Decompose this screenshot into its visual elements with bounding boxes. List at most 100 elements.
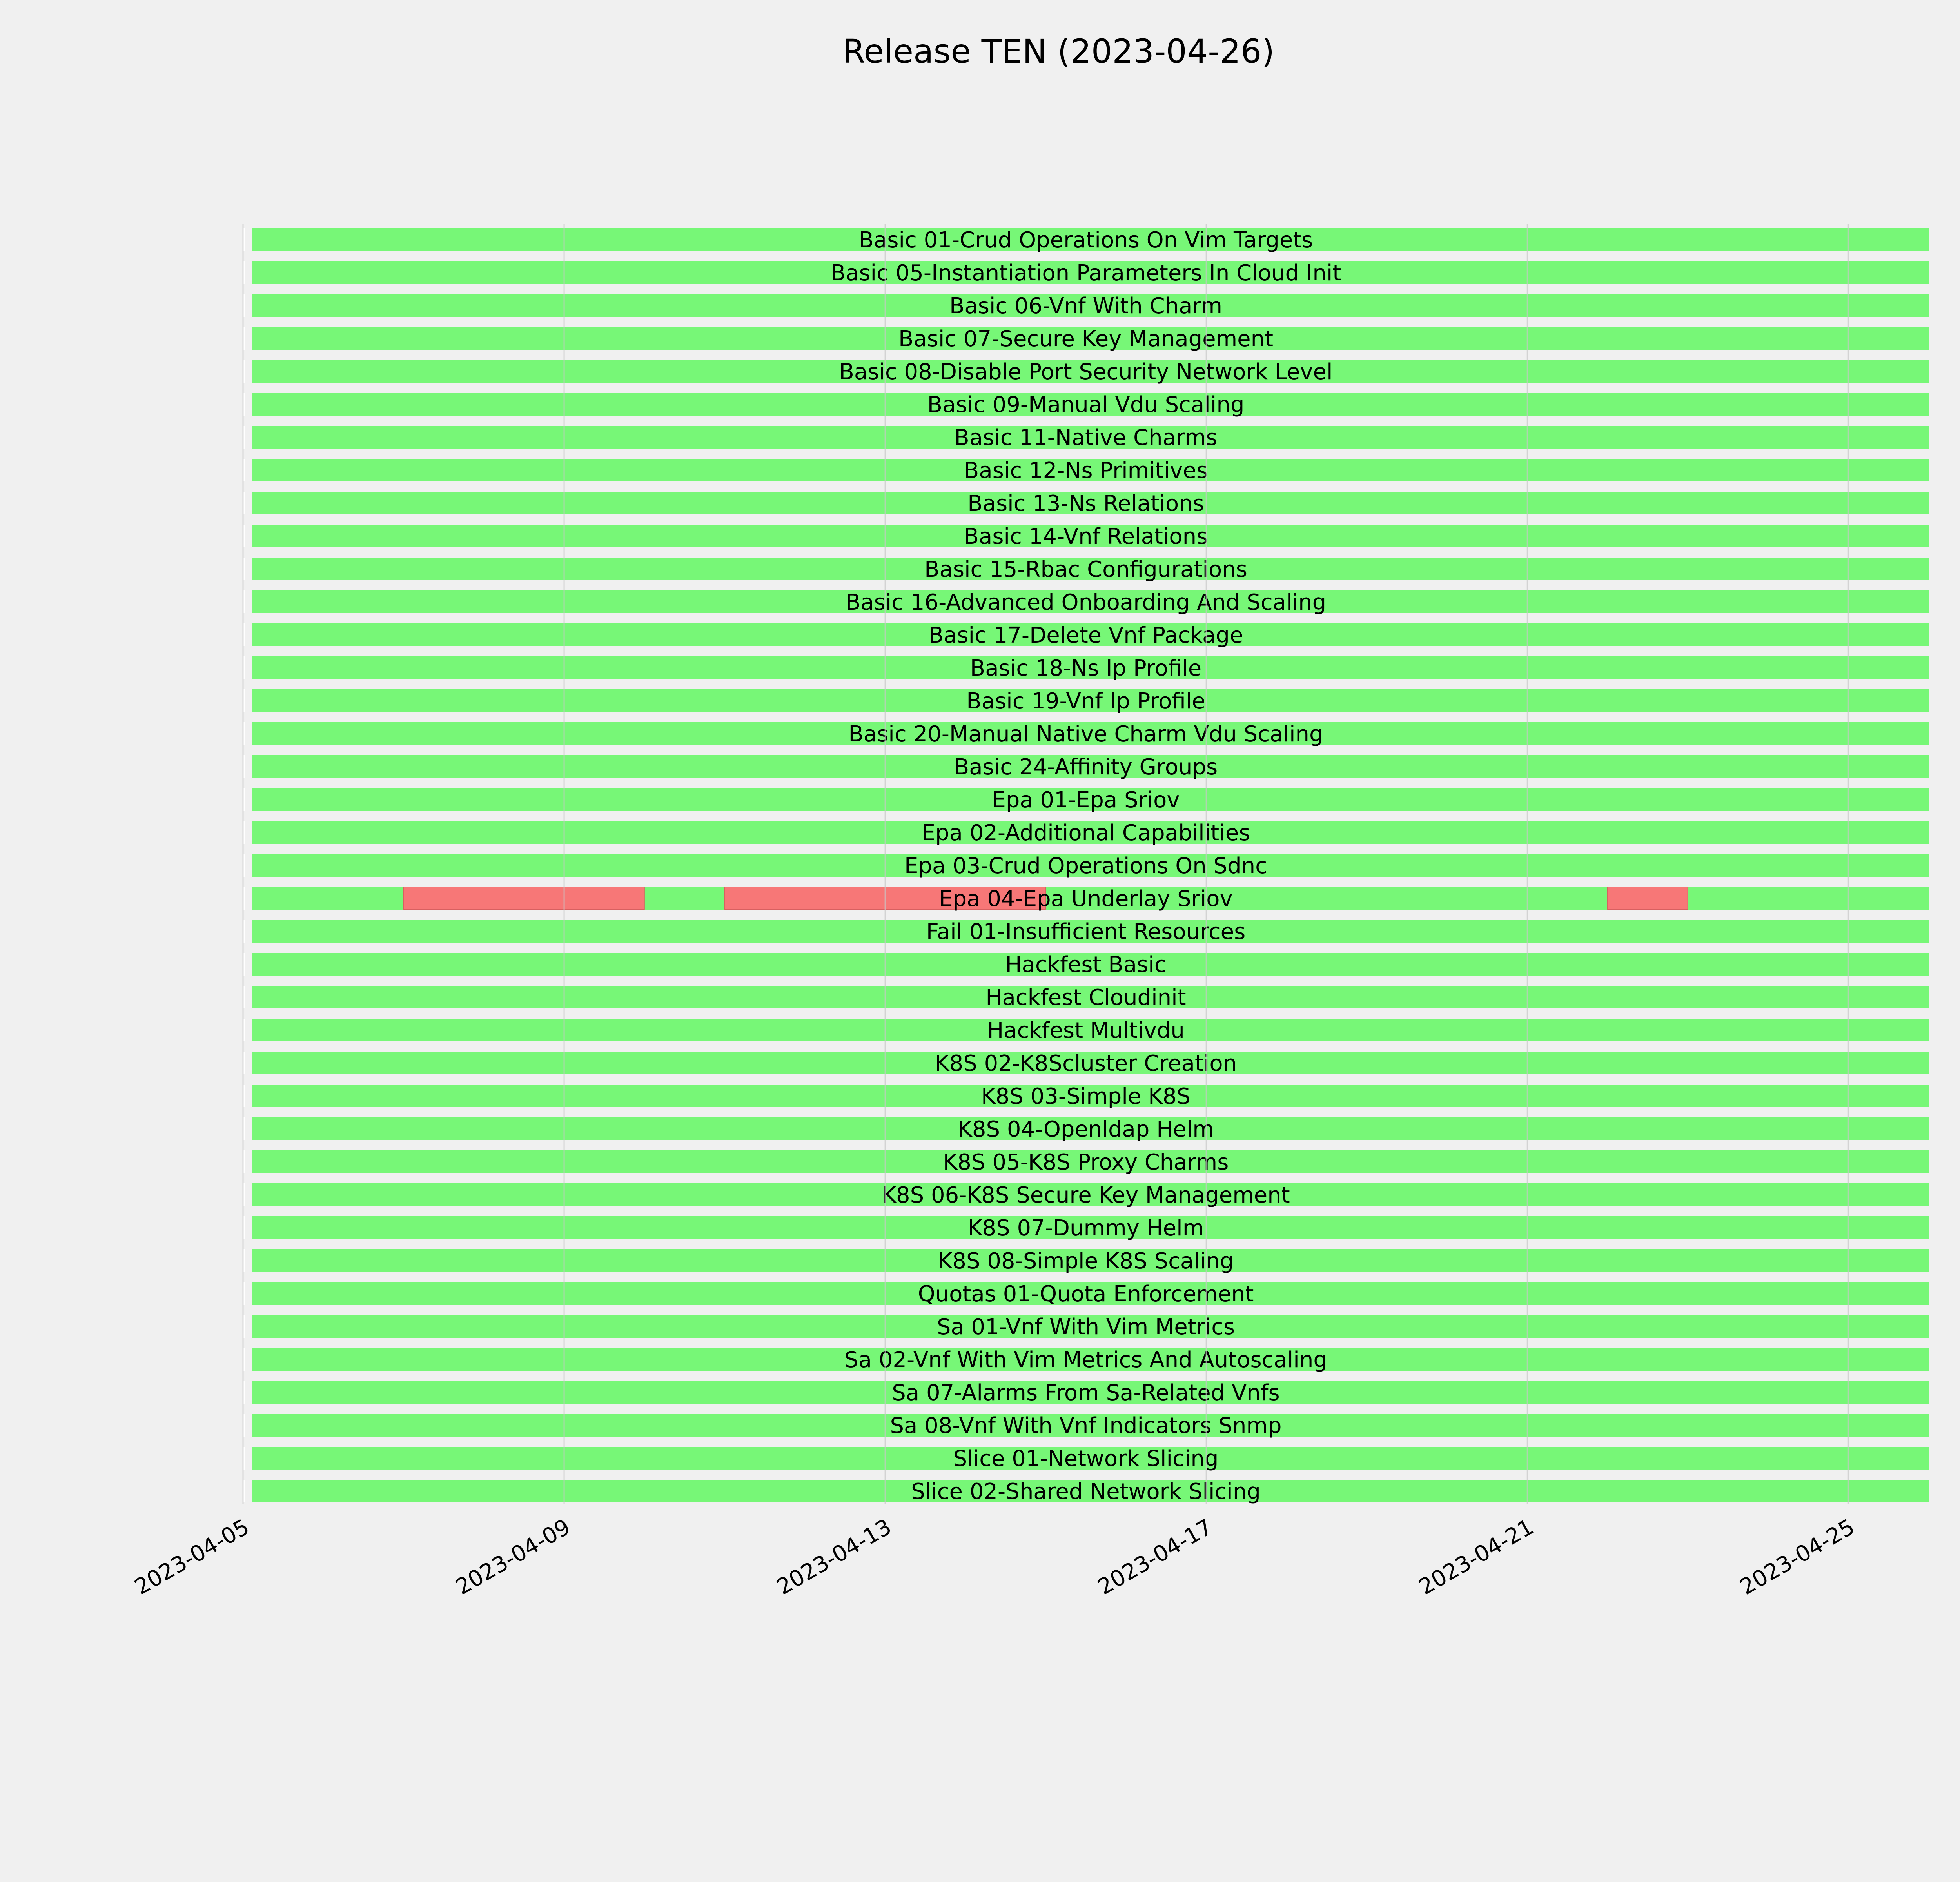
test-row: Basic 19-Vnf Ip Profile: [243, 688, 1929, 714]
test-row: K8S 08-Simple K8S Scaling: [243, 1248, 1929, 1274]
pass-bar: [252, 1480, 1929, 1502]
test-name-label: Quotas 01-Quota Enforcement: [918, 1281, 1254, 1307]
test-row: Epa 02-Additional Capabilities: [243, 820, 1929, 846]
x-tick-label: 2023-04-21: [1415, 1514, 1538, 1600]
test-name-label: K8S 06-K8S Secure Key Management: [882, 1183, 1290, 1208]
test-row: Basic 05-Instantiation Parameters In Clo…: [243, 260, 1929, 286]
row-start-marker: [243, 1216, 245, 1239]
x-tick-label: 2023-04-05: [131, 1514, 254, 1600]
test-row: Sa 01-Vnf With Vim Metrics: [243, 1314, 1929, 1340]
pass-bar: [252, 1150, 1929, 1173]
row-start-marker: [243, 1480, 245, 1502]
row-start-marker: [243, 920, 245, 943]
fail-bar: [403, 887, 645, 910]
test-row: Basic 17-Delete Vnf Package: [243, 623, 1929, 648]
test-name-label: Hackfest Cloudinit: [985, 985, 1186, 1010]
test-name-label: Basic 11-Native Charms: [954, 425, 1217, 451]
test-row: Basic 15-Rbac Configurations: [243, 557, 1929, 582]
row-start-marker: [243, 623, 245, 646]
row-start-marker: [243, 953, 245, 976]
test-name-label: K8S 04-Openldap Helm: [958, 1117, 1214, 1142]
pass-bar: [252, 1447, 1929, 1470]
test-name-label: Basic 12-Ns Primitives: [964, 458, 1208, 483]
test-row: Basic 11-Native Charms: [243, 425, 1929, 451]
pass-bar: [252, 755, 1929, 778]
test-row: Basic 09-Manual Vdu Scaling: [243, 392, 1929, 418]
test-row: Epa 03-Crud Operations On Sdnc: [243, 853, 1929, 879]
row-start-marker: [243, 1381, 245, 1404]
row-start-marker: [243, 525, 245, 547]
row-start-marker: [243, 854, 245, 877]
test-name-label: Basic 19-Vnf Ip Profile: [966, 688, 1205, 714]
row-start-marker: [243, 1249, 245, 1272]
pass-bar: [252, 492, 1929, 514]
x-tick-label: 2023-04-09: [452, 1514, 575, 1600]
row-start-marker: [243, 294, 245, 317]
test-row: Basic 20-Manual Native Charm Vdu Scaling: [243, 721, 1929, 747]
test-name-label: Basic 20-Manual Native Charm Vdu Scaling: [848, 721, 1323, 747]
pass-bar: [252, 1282, 1929, 1305]
test-name-label: Basic 05-Instantiation Parameters In Clo…: [831, 260, 1341, 286]
row-start-marker: [243, 1052, 245, 1074]
grid-lines: [242, 224, 1849, 1504]
test-name-label: Epa 02-Additional Capabilities: [922, 820, 1250, 846]
pass-bar: [252, 590, 1929, 613]
pass-bar: [252, 854, 1929, 877]
test-name-label: Basic 09-Manual Vdu Scaling: [927, 392, 1245, 418]
row-start-marker: [243, 1447, 245, 1470]
test-name-label: K8S 07-Dummy Helm: [968, 1215, 1204, 1241]
test-row: Sa 02-Vnf With Vim Metrics And Autoscali…: [243, 1347, 1929, 1373]
chart-title: Release TEN (2023-04-26): [842, 32, 1275, 71]
row-start-marker: [243, 459, 245, 481]
x-tick-label: 2023-04-17: [1094, 1514, 1217, 1600]
test-name-label: Hackfest Basic: [1005, 952, 1166, 977]
pass-bar: [252, 1216, 1929, 1239]
test-name-label: Sa 08-Vnf With Vnf Indicators Snmp: [890, 1413, 1281, 1439]
pass-bar: [252, 920, 1929, 943]
test-name-label: Basic 08-Disable Port Security Network L…: [839, 359, 1332, 385]
pass-bar: [252, 459, 1929, 481]
pass-bar: [252, 525, 1929, 547]
test-name-label: Sa 02-Vnf With Vim Metrics And Autoscali…: [844, 1347, 1327, 1373]
pass-bar: [252, 1052, 1929, 1074]
fail-bar: [1607, 887, 1688, 910]
pass-bar: [252, 656, 1929, 679]
pass-bar: [252, 228, 1929, 251]
pass-bar: [252, 821, 1929, 844]
test-name-label: Sa 01-Vnf With Vim Metrics: [937, 1314, 1235, 1340]
row-start-marker: [243, 1348, 245, 1371]
pass-bar: [252, 261, 1929, 284]
row-start-marker: [243, 788, 245, 811]
row-start-marker: [243, 656, 245, 679]
test-name-label: K8S 08-Simple K8S Scaling: [938, 1248, 1234, 1274]
test-name-label: Basic 06-Vnf With Charm: [949, 293, 1222, 319]
test-name-label: Basic 15-Rbac Configurations: [924, 557, 1247, 582]
row-start-marker: [243, 755, 245, 778]
row-start-marker: [243, 261, 245, 284]
row-start-marker: [243, 360, 245, 383]
test-row: K8S 04-Openldap Helm: [243, 1117, 1929, 1142]
test-row: Hackfest Multivdu: [243, 1018, 1929, 1043]
test-name-label: Basic 01-Crud Operations On Vim Targets: [859, 227, 1313, 253]
row-start-marker: [243, 426, 245, 449]
test-row: Basic 01-Crud Operations On Vim Targets: [243, 227, 1929, 253]
test-row: Basic 08-Disable Port Security Network L…: [243, 359, 1929, 385]
row-start-marker: [243, 1085, 245, 1107]
test-row: Sa 08-Vnf With Vnf Indicators Snmp: [243, 1413, 1929, 1439]
test-row: K8S 05-K8S Proxy Charms: [243, 1150, 1929, 1175]
test-row: Basic 24-Affinity Groups: [243, 754, 1929, 780]
pass-bar: [252, 1249, 1929, 1272]
pass-bar: [252, 1183, 1929, 1206]
test-name-label: K8S 02-K8Scluster Creation: [935, 1051, 1237, 1076]
row-start-marker: [243, 1315, 245, 1338]
test-name-label: Slice 02-Shared Network Slicing: [911, 1479, 1261, 1504]
test-row: Basic 14-Vnf Relations: [243, 524, 1929, 549]
pass-bar: [252, 689, 1929, 712]
test-row: Quotas 01-Quota Enforcement: [243, 1281, 1929, 1307]
row-start-marker: [243, 1019, 245, 1041]
test-row: Epa 01-Epa Sriov: [243, 787, 1929, 813]
test-row: Basic 16-Advanced Onboarding And Scaling: [243, 590, 1929, 615]
test-row: Basic 13-Ns Relations: [243, 491, 1929, 516]
test-row: Basic 18-Ns Ip Profile: [243, 656, 1929, 681]
pass-bar: [252, 426, 1929, 449]
